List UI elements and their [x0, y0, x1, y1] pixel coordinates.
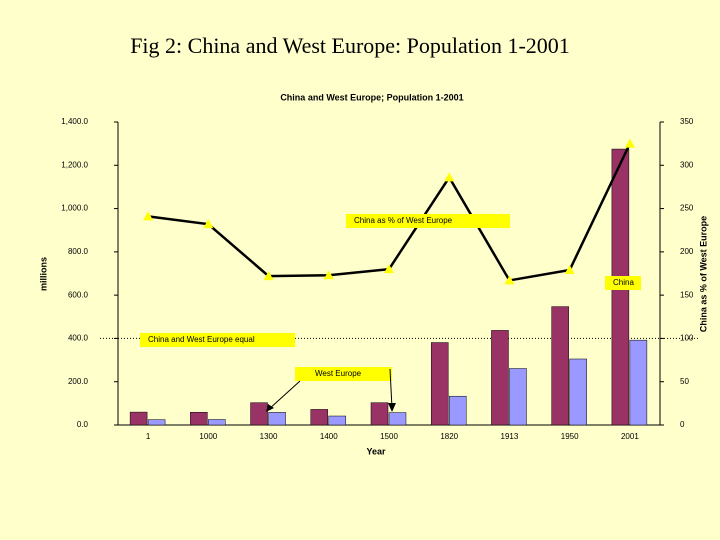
bar [430, 342, 449, 426]
bar [129, 411, 148, 426]
bar [190, 411, 208, 426]
annotation: China and West Europe equal [148, 335, 255, 344]
annotation-box [346, 214, 510, 228]
y-axis-title: millions [38, 257, 48, 291]
y-tick-label: 800.0 [68, 247, 89, 256]
y2-tick-label: 250 [680, 204, 694, 213]
arrow [389, 368, 393, 409]
bar [629, 339, 648, 426]
x-axis-title: Year [366, 446, 386, 456]
x-tick-label: 1300 [260, 432, 278, 441]
bar [569, 358, 587, 426]
ratio-marker [564, 265, 575, 275]
ratio-marker [323, 270, 334, 280]
x-tick-label: 1950 [561, 432, 579, 441]
x-tick-label: 1820 [440, 432, 458, 441]
y2-tick-label: 200 [680, 247, 694, 256]
x-tick-label: 1 [146, 432, 151, 441]
bar [551, 306, 569, 426]
y-tick-label: 1,400.0 [61, 117, 88, 126]
y2-tick-label: 350 [680, 117, 694, 126]
arrow-head [266, 404, 274, 412]
y2-tick-label: 100 [680, 334, 694, 343]
bar [448, 395, 467, 426]
x-tick-label: 1400 [320, 432, 338, 441]
bar [328, 415, 347, 426]
y-tick-label: 200.0 [68, 377, 89, 386]
bar [268, 412, 286, 426]
x-tick-label: 2001 [621, 432, 639, 441]
ratio-marker [203, 219, 214, 229]
y2-axis-title: China as % of West Europe [698, 216, 708, 332]
chart-title: China and West Europe; Population 1-2001 [280, 92, 463, 102]
x-tick-label: 1000 [199, 432, 217, 441]
arrow [267, 380, 301, 411]
y-tick-label: 1,000.0 [61, 204, 88, 213]
annotation: China as % of West Europe [354, 216, 453, 225]
annotation-box [605, 276, 641, 290]
annotation-box [140, 333, 295, 347]
y-tick-label: 1,200.0 [61, 160, 88, 169]
bar [310, 409, 329, 426]
ratio-marker [384, 264, 394, 274]
annotation: China [613, 278, 634, 287]
ratio-marker [624, 138, 635, 148]
y-tick-label: 0.0 [77, 420, 89, 429]
y2-tick-label: 50 [680, 377, 689, 386]
y2-tick-label: 300 [680, 160, 694, 169]
annotation-box [295, 367, 392, 381]
annotation: West Europe [315, 369, 362, 378]
y2-tick-label: 0 [680, 420, 685, 429]
y2-tick-label: 150 [680, 290, 694, 299]
slide-title: Fig 2: China and West Europe: Population… [130, 33, 570, 58]
arrow-head [388, 403, 396, 412]
x-tick-label: 1913 [501, 432, 519, 441]
bar [250, 402, 268, 426]
bar [388, 412, 407, 426]
bar [208, 419, 226, 426]
bar [509, 368, 527, 426]
bar [491, 330, 509, 426]
bar [370, 402, 389, 426]
y-tick-label: 600.0 [68, 290, 89, 299]
ratio-marker [143, 211, 154, 221]
ratio-marker [504, 275, 515, 285]
ratio-marker [444, 172, 455, 182]
ratio-marker [263, 271, 274, 281]
x-tick-label: 1500 [380, 432, 398, 441]
bar [147, 419, 166, 426]
y-tick-label: 400.0 [68, 334, 89, 343]
